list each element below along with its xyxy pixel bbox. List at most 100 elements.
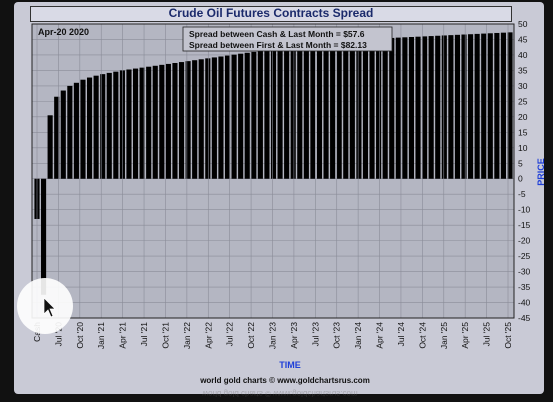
y-tick-label: 20 — [518, 112, 528, 122]
x-tick-label: Oct '20 — [75, 322, 85, 349]
bar — [362, 39, 369, 179]
bar — [178, 62, 185, 179]
bar — [165, 63, 171, 179]
bar — [224, 55, 231, 179]
bar — [389, 37, 395, 179]
x-tick-label: Oct '21 — [160, 322, 170, 349]
bar — [369, 39, 375, 179]
bar — [474, 33, 480, 179]
bar — [343, 41, 349, 179]
date-label: Apr-20 2020 — [38, 27, 89, 37]
y-tick-label: -5 — [518, 189, 526, 199]
bar — [159, 64, 165, 179]
bar — [468, 34, 474, 179]
bar — [218, 56, 224, 179]
annotation-box — [182, 26, 393, 52]
bar — [323, 43, 329, 179]
bar — [238, 53, 244, 179]
bar — [422, 36, 428, 179]
y-tick-label: 30 — [518, 81, 528, 91]
bar — [67, 85, 73, 179]
bar — [100, 74, 106, 179]
x-tick-label: Oct '22 — [246, 322, 256, 349]
bar — [257, 50, 263, 179]
x-tick-label: Apr '25 — [460, 322, 470, 349]
y-tick-label: 5 — [518, 158, 523, 168]
bar — [402, 37, 408, 179]
bar — [192, 60, 198, 179]
chart-title: Crude Oil Futures Contracts Spread — [168, 6, 374, 20]
bar — [264, 49, 270, 179]
bar — [126, 69, 132, 179]
bar — [435, 35, 441, 179]
bar — [356, 40, 362, 179]
x-tick-label: Oct '24 — [417, 322, 427, 349]
x-tick-label: Jan '25 — [439, 322, 449, 349]
bar — [60, 90, 66, 179]
bar — [448, 35, 454, 179]
y-tick-label: -15 — [518, 220, 531, 230]
y-tick-label: -45 — [518, 313, 531, 323]
x-tick-label: Jul '20 — [53, 322, 63, 347]
x-tick-label: Jul '24 — [396, 322, 406, 347]
bar — [336, 42, 342, 179]
chart-title-bar: Crude Oil Futures Contracts Spread — [30, 6, 512, 22]
plot-border — [31, 23, 515, 319]
bar — [487, 33, 493, 179]
bar — [441, 35, 447, 179]
bar — [428, 36, 434, 179]
bar — [277, 48, 283, 179]
bar — [251, 51, 257, 179]
bar — [93, 75, 99, 179]
bar — [316, 44, 323, 179]
y-tick-label: 45 — [518, 34, 528, 44]
bar — [310, 44, 316, 179]
y-tick-label: 15 — [518, 127, 528, 137]
x-tick-label: Jan '23 — [268, 322, 278, 349]
mouse-pointer-icon — [43, 297, 56, 318]
x-axis-label: TIME — [279, 360, 301, 370]
bar — [139, 67, 145, 179]
bar — [494, 32, 500, 179]
bar — [231, 54, 237, 179]
bar — [80, 79, 86, 179]
bar — [382, 38, 388, 179]
y-tick-label: -35 — [518, 282, 531, 292]
y-tick-label: 10 — [518, 143, 528, 153]
x-tick-label: Apr '23 — [289, 322, 299, 349]
y-tick-label: 35 — [518, 65, 528, 75]
bar — [500, 32, 506, 179]
bar — [376, 38, 382, 179]
bar — [481, 33, 487, 179]
y-tick-label: -10 — [518, 205, 531, 215]
x-tick-label: Apr '24 — [375, 322, 385, 349]
x-tick-label: Jul '25 — [482, 322, 492, 347]
bar — [54, 96, 60, 179]
bar — [507, 32, 513, 179]
bar — [408, 36, 415, 179]
bar — [41, 178, 47, 295]
bar — [330, 42, 336, 179]
x-tick-label: Apr '22 — [203, 322, 213, 349]
x-tick-label: Oct '23 — [332, 322, 342, 349]
bar — [270, 49, 277, 179]
x-tick-label: Jan '21 — [96, 322, 106, 349]
annotation-text: Spread between Cash & Last Month = $57.6 — [189, 29, 365, 39]
bar — [290, 46, 296, 179]
bar — [146, 66, 152, 179]
bar — [244, 52, 250, 179]
bar — [132, 68, 139, 179]
bar — [211, 57, 217, 179]
bar — [86, 77, 93, 179]
bar — [47, 115, 53, 179]
annotation-text: Spread between First & Last Month = $82.… — [189, 40, 367, 50]
y-tick-label: -25 — [518, 251, 531, 261]
x-tick-label: Apr '21 — [118, 322, 128, 349]
bar — [284, 47, 290, 179]
y-tick-label: -30 — [518, 267, 531, 277]
bar — [454, 34, 461, 179]
chart-footer: world gold charts © www.goldchartsrus.co… — [199, 376, 370, 385]
bar — [106, 72, 112, 179]
bar — [113, 71, 119, 179]
y-tick-label: 0 — [518, 174, 523, 184]
